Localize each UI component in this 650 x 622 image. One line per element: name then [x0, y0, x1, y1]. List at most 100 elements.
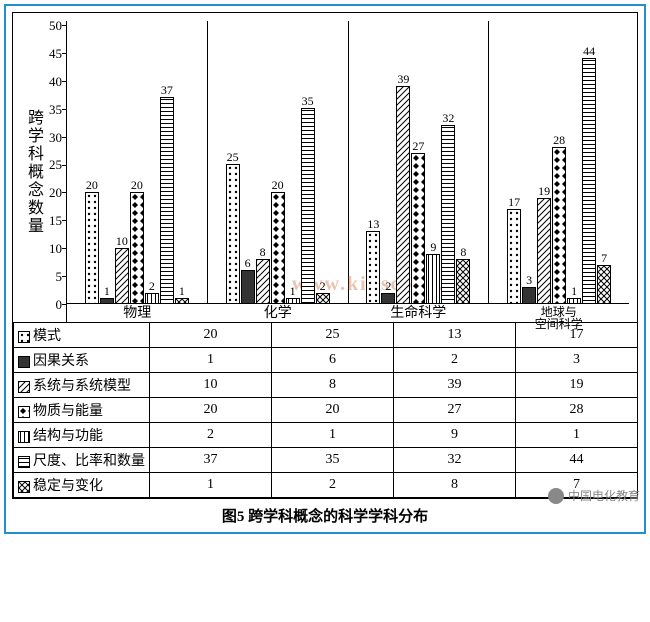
series-label-cell: 物质与能量: [14, 398, 150, 423]
bar: 8: [256, 259, 270, 304]
bar-value-label: 20: [86, 178, 98, 193]
table-cell: 35: [272, 448, 394, 473]
table-cell: 39: [394, 373, 516, 398]
bar: 2: [381, 293, 395, 304]
figure-caption: 图5 跨学科概念的科学学科分布: [12, 499, 638, 528]
bar-value-label: 1: [179, 284, 185, 299]
table-cell: 3: [516, 348, 638, 373]
bar: 25: [226, 164, 240, 304]
table-cell: 10: [150, 373, 272, 398]
table-cell: 9: [394, 423, 516, 448]
x-category-label: 物理: [67, 304, 208, 324]
bar: 6: [241, 270, 255, 304]
table-cell: 2: [272, 473, 394, 498]
series-label-cell: 模式: [14, 323, 150, 348]
bar-group: 20110202371: [67, 21, 208, 304]
table-row: 因果关系1623: [14, 348, 638, 373]
bar: 17: [507, 209, 521, 304]
bar: 28: [552, 147, 566, 304]
table-cell: 1: [272, 423, 394, 448]
table-cell: 20: [272, 398, 394, 423]
table-cell: 1: [150, 473, 272, 498]
bar-value-label: 2: [385, 279, 391, 294]
table-row: 尺度、比率和数量37353244: [14, 448, 638, 473]
bar-value-label: 8: [260, 245, 266, 260]
bar: 39: [396, 86, 410, 304]
pattern-swatch: [18, 381, 30, 393]
bar-value-label: 1: [571, 284, 577, 299]
pattern-swatch: [18, 406, 30, 418]
bar: 19: [537, 198, 551, 304]
bar-value-label: 2: [320, 279, 326, 294]
table-cell: 37: [150, 448, 272, 473]
table-cell: 27: [394, 398, 516, 423]
table-row: 系统与系统模型1083919: [14, 373, 638, 398]
series-label-cell: 稳定与变化: [14, 473, 150, 498]
table-cell: 44: [516, 448, 638, 473]
pattern-swatch: [18, 356, 30, 368]
wechat-icon: [548, 488, 564, 504]
source-label: 中国电化教育: [568, 487, 640, 504]
bar: 10: [115, 248, 129, 304]
bar: 2: [316, 293, 330, 304]
table-cell: 1: [516, 423, 638, 448]
bar: 20: [85, 192, 99, 304]
bar-value-label: 2: [149, 279, 155, 294]
bar: 7: [597, 265, 611, 304]
bar: 13: [366, 231, 380, 304]
bar-value-label: 7: [601, 251, 607, 266]
bar-group: 13239279328: [349, 21, 490, 304]
pattern-swatch: [18, 331, 30, 343]
bar-value-label: 25: [227, 150, 239, 165]
pattern-swatch: [18, 456, 30, 468]
table-cell: 19: [516, 373, 638, 398]
bar-value-label: 6: [245, 256, 251, 271]
bar-group: 17319281447: [489, 21, 629, 304]
bar-value-label: 32: [442, 111, 454, 126]
bar: 37: [160, 97, 174, 304]
bar: 20: [130, 192, 144, 304]
series-label-cell: 系统与系统模型: [14, 373, 150, 398]
bar: 44: [582, 58, 596, 304]
table-cell: 20: [150, 398, 272, 423]
source-mark: 中国电化教育: [548, 487, 640, 504]
bar-value-label: 20: [272, 178, 284, 193]
bar-value-label: 35: [302, 94, 314, 109]
bar-value-label: 9: [430, 240, 436, 255]
bar-value-label: 1: [104, 284, 110, 299]
pattern-swatch: [18, 481, 30, 493]
bar-value-label: 39: [397, 72, 409, 87]
bar: 20: [271, 192, 285, 304]
x-category-label: 地球与空间科学: [489, 304, 630, 324]
x-category-label: 化学: [208, 304, 349, 324]
pattern-swatch: [18, 431, 30, 443]
bar-value-label: 28: [553, 133, 565, 148]
table-cell: 32: [394, 448, 516, 473]
table-cell: 8: [272, 373, 394, 398]
table-row: 稳定与变化1287: [14, 473, 638, 498]
bar-value-label: 27: [412, 139, 424, 154]
table-cell: 6: [272, 348, 394, 373]
table-cell: 1: [150, 348, 272, 373]
series-label-cell: 结构与功能: [14, 423, 150, 448]
table-cell: 25: [272, 323, 394, 348]
bar-value-label: 13: [367, 217, 379, 232]
table-row: 结构与功能2191: [14, 423, 638, 448]
bar: 8: [456, 259, 470, 304]
table-cell: 2: [394, 348, 516, 373]
bar-value-label: 17: [508, 195, 520, 210]
bar: 9: [426, 254, 440, 304]
table-cell: 13: [394, 323, 516, 348]
chart-frame: 跨学科概念数量 50454035302520151050 www.kidscod…: [12, 12, 638, 499]
bar: 2: [145, 293, 159, 304]
bar: 27: [411, 153, 425, 304]
table-cell: 2: [150, 423, 272, 448]
bar-value-label: 19: [538, 184, 550, 199]
table-cell: 20: [150, 323, 272, 348]
table-cell: 8: [394, 473, 516, 498]
bar: 35: [301, 108, 315, 304]
bar: 3: [522, 287, 536, 304]
x-category-label: 生命科学: [348, 304, 489, 324]
bar-value-label: 8: [460, 245, 466, 260]
table-cell: 28: [516, 398, 638, 423]
